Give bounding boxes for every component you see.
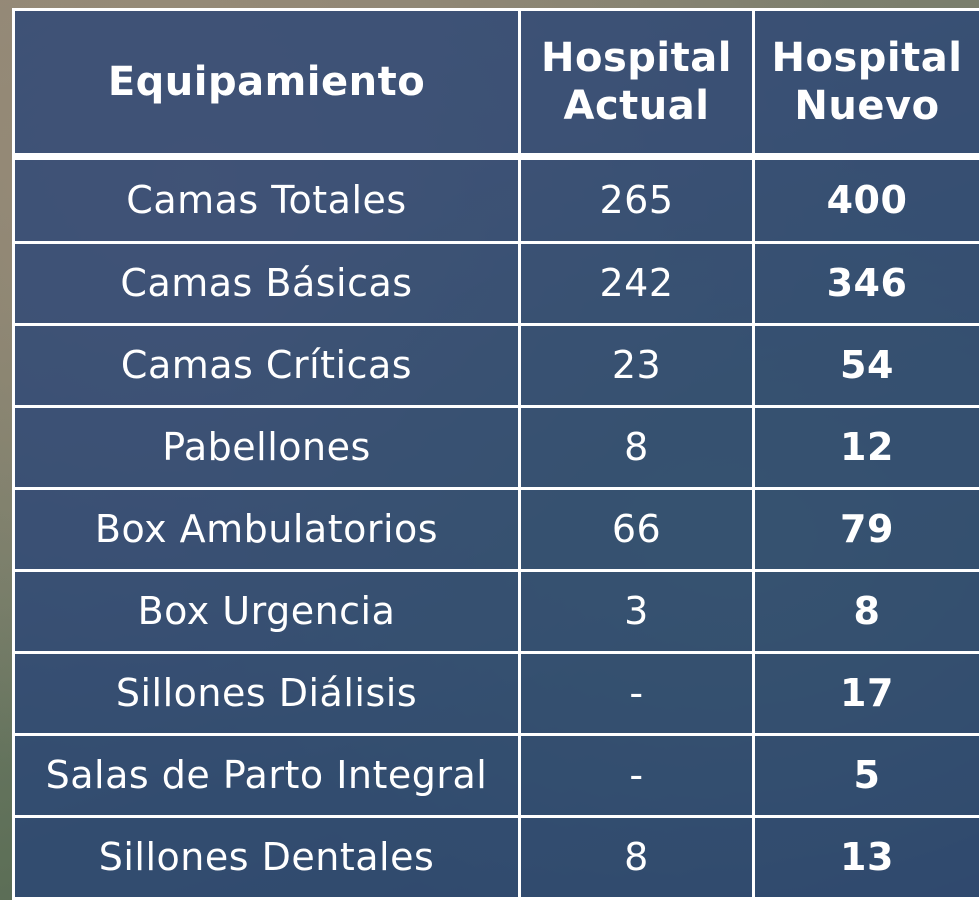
equipment-name: Camas Básicas: [12, 240, 521, 326]
count-cell: 346: [752, 240, 979, 326]
count-cell: 12: [752, 404, 979, 490]
count-cell: 13: [752, 814, 979, 900]
count-cell: 3: [518, 568, 755, 654]
equipment-name: Camas Críticas: [12, 322, 521, 408]
equipment-table: Equipamiento Hospital Actual Hospital Nuev…: [12, 8, 979, 900]
count-cell: 8: [518, 814, 755, 900]
equipment-name: Pabellones: [12, 404, 521, 490]
count-cell: 66: [518, 486, 755, 572]
count-cell: 242: [518, 240, 755, 326]
count-cell: 265: [518, 155, 755, 244]
count-cell: 17: [752, 650, 979, 736]
count-cell: 8: [752, 568, 979, 654]
equipment-name: Sillones Diálisis: [12, 650, 521, 736]
equipment-name: Sillones Dentales: [12, 814, 521, 900]
count-cell: -: [518, 732, 755, 818]
column-header: Hospital Nuevo: [752, 8, 979, 160]
table-row: Salas de Parto Integral -5: [12, 732, 979, 818]
table-row: Box Ambulatorios 66 79: [12, 486, 979, 572]
count-cell: 54: [752, 322, 979, 408]
table-row: Camas Básicas 242 346: [12, 240, 979, 326]
table-row: Camas Críticas 23 54: [12, 322, 979, 408]
table-row: Sillones Dentales 8 13: [12, 814, 979, 900]
equipment-name: Camas Totales: [12, 155, 521, 244]
table-row: Pabellones 8 12: [12, 404, 979, 490]
table-row: Camas Totales 265 400: [12, 155, 979, 244]
equipment-name: Box Ambulatorios: [12, 486, 521, 572]
equipment-name: Salas de Parto Integral: [12, 732, 521, 818]
count-cell: -: [518, 650, 755, 736]
equipment-name: Box Urgencia: [12, 568, 521, 654]
column-header: Hospital Actual: [518, 8, 755, 160]
table-row: Sillones Diálisis -17: [12, 650, 979, 736]
count-cell: 79: [752, 486, 979, 572]
header-row: Equipamiento Hospital Actual Hospital Nuev…: [12, 8, 979, 160]
count-cell: 8: [518, 404, 755, 490]
count-cell: 5: [752, 732, 979, 818]
count-cell: 23: [518, 322, 755, 408]
column-header: Equipamiento: [12, 8, 521, 160]
count-cell: 400: [752, 155, 979, 244]
table-row: Box Urgencia 3 8: [12, 568, 979, 654]
